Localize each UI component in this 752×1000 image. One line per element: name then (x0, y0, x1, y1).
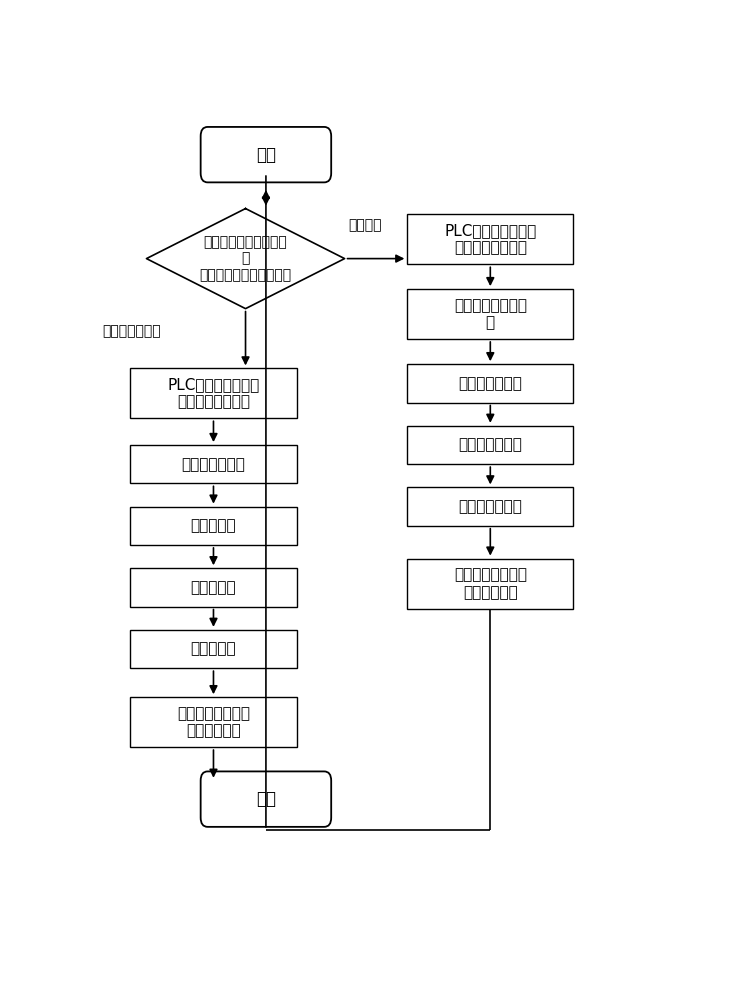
Text: 输出轴继续转动: 输出轴继续转动 (459, 499, 522, 514)
Text: 调速型磁力耦合器
停止传递动力: 调速型磁力耦合器 停止传递动力 (177, 706, 250, 738)
Text: PLC控制箱向变频器
传送频率不变指令: PLC控制箱向变频器 传送频率不变指令 (444, 223, 536, 256)
Bar (408, 289, 573, 339)
FancyBboxPatch shape (201, 127, 331, 182)
Text: 输入轴继续转动: 输入轴继续转动 (459, 437, 522, 452)
Bar (130, 697, 296, 747)
Bar (408, 214, 573, 264)
Text: 两者都否: 两者都否 (348, 218, 382, 232)
Polygon shape (147, 209, 344, 309)
Bar (408, 364, 573, 403)
Text: 调速型磁力耦合器
继续传递动力: 调速型磁力耦合器 继续传递动力 (453, 567, 527, 600)
Text: 结束: 结束 (256, 790, 276, 808)
Bar (130, 630, 296, 668)
Text: 电动机停机: 电动机停机 (191, 518, 236, 533)
FancyBboxPatch shape (201, 771, 331, 827)
Bar (130, 507, 296, 545)
Text: 输入轴停转: 输入轴停转 (191, 580, 236, 595)
Text: 开始: 开始 (256, 146, 276, 164)
Bar (130, 568, 296, 607)
Text: （两者之一）是: （两者之一）是 (102, 324, 161, 338)
Bar (408, 487, 573, 526)
Bar (130, 368, 296, 418)
Text: 判断转速大于保护转速
或
判断温度大于保护温度？: 判断转速大于保护转速 或 判断温度大于保护温度？ (199, 235, 292, 282)
Text: 变频器保持频率不
变: 变频器保持频率不 变 (453, 298, 527, 330)
Bar (130, 445, 296, 483)
Text: PLC控制箱向变频器
传送降低频率指令: PLC控制箱向变频器 传送降低频率指令 (168, 377, 259, 410)
Text: 输出轴停转: 输出轴停转 (191, 641, 236, 656)
Text: 电动机继续转动: 电动机继续转动 (459, 376, 522, 391)
Text: 变频器降低频率: 变频器降低频率 (181, 457, 245, 472)
Bar (408, 426, 573, 464)
Bar (408, 559, 573, 609)
